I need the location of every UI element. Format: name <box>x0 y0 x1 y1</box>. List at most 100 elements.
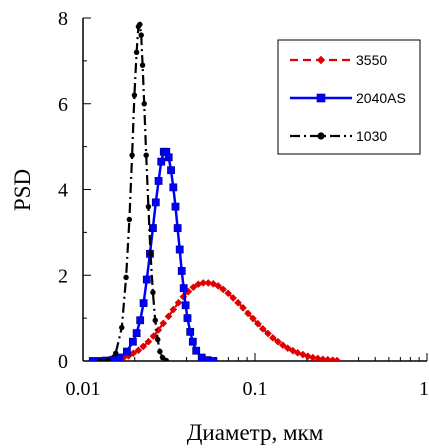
data-point <box>157 348 163 355</box>
data-point <box>129 349 138 358</box>
data-point <box>184 287 193 296</box>
data-point <box>115 353 124 361</box>
data-point <box>139 342 148 351</box>
data-point <box>123 274 129 281</box>
data-point <box>159 354 166 361</box>
data-point <box>143 152 149 158</box>
data-point <box>154 177 163 185</box>
data-point <box>96 358 103 361</box>
plot-area <box>88 21 341 361</box>
y-tick-label: 6 <box>58 94 68 116</box>
data-point <box>179 284 188 293</box>
data-point <box>126 216 133 223</box>
data-point <box>269 334 277 342</box>
legend-swatch-marker <box>317 132 325 140</box>
data-point <box>88 357 97 361</box>
data-point <box>167 166 175 175</box>
data-point <box>283 344 292 352</box>
data-point <box>249 314 257 323</box>
y-tick-label: 2 <box>58 265 68 287</box>
data-point <box>192 346 201 355</box>
data-point <box>173 224 182 232</box>
data-point <box>304 352 312 361</box>
data-point <box>181 301 190 310</box>
data-point <box>132 329 141 338</box>
legend-label: 2040AS <box>356 90 406 106</box>
data-point <box>144 337 153 346</box>
data-point <box>151 198 160 207</box>
y-tick-label: 8 <box>58 8 68 30</box>
data-point <box>254 319 262 328</box>
data-point <box>105 357 111 361</box>
legend-entry-3550: 3550 <box>290 52 387 68</box>
data-point <box>189 283 198 292</box>
y-tick-label: 0 <box>58 351 68 373</box>
data-point <box>131 92 138 98</box>
data-point <box>169 183 178 192</box>
data-point <box>177 267 186 275</box>
data-point <box>128 337 137 346</box>
x-tick-label: 1 <box>419 378 429 400</box>
data-point <box>239 304 247 312</box>
data-point <box>278 341 287 349</box>
data-point <box>133 49 140 56</box>
legend-swatch-marker <box>316 55 326 65</box>
data-point <box>209 280 218 288</box>
data-point <box>152 317 158 323</box>
data-point <box>188 337 197 346</box>
data-point <box>244 309 252 318</box>
data-point <box>258 325 267 333</box>
legend-label: 1030 <box>356 128 387 144</box>
data-point <box>309 353 317 361</box>
y-axis-title: PSD <box>10 169 35 211</box>
axes <box>82 17 428 362</box>
data-point <box>123 347 131 356</box>
x-axis-title: Диаметр, мкм <box>187 420 324 445</box>
data-point <box>124 352 133 360</box>
data-point <box>149 224 157 232</box>
series-1030 <box>96 21 170 361</box>
data-point <box>113 350 119 357</box>
data-point <box>164 312 173 321</box>
data-point <box>293 349 302 357</box>
data-point <box>274 337 282 346</box>
data-point <box>164 153 173 162</box>
data-point <box>154 326 163 334</box>
data-point <box>214 282 222 290</box>
data-point <box>175 245 184 254</box>
data-point <box>137 21 143 28</box>
legend-label: 3550 <box>356 52 387 68</box>
data-point <box>219 285 227 294</box>
data-point <box>199 279 208 287</box>
data-point <box>136 316 145 325</box>
data-point <box>264 329 272 338</box>
data-point <box>224 289 232 298</box>
legend: 3550 2040AS 1030 <box>277 39 421 155</box>
data-point <box>157 157 166 166</box>
data-point <box>134 346 143 355</box>
data-point <box>183 314 192 323</box>
data-point <box>119 324 125 331</box>
data-point <box>229 294 237 302</box>
x-tick-label: 0.1 <box>243 378 268 400</box>
data-point <box>174 298 183 307</box>
data-point <box>194 280 203 289</box>
legend-entry-2040AS: 2040AS <box>290 90 406 106</box>
data-point <box>155 336 161 343</box>
data-point <box>142 275 151 284</box>
data-point <box>159 319 168 328</box>
legend-swatch-marker <box>316 93 326 103</box>
data-point <box>204 279 213 287</box>
data-point <box>289 346 297 355</box>
data-point <box>129 152 135 158</box>
data-point <box>141 101 147 107</box>
tick-labels: 0.01 0.1 1 0 2 4 6 8 <box>58 8 429 400</box>
data-point <box>163 357 170 361</box>
data-point <box>139 62 146 68</box>
y-tick-label: 4 <box>58 180 68 202</box>
data-point <box>234 298 242 307</box>
data-point <box>139 299 148 308</box>
data-point <box>186 327 195 336</box>
data-point <box>169 305 178 314</box>
